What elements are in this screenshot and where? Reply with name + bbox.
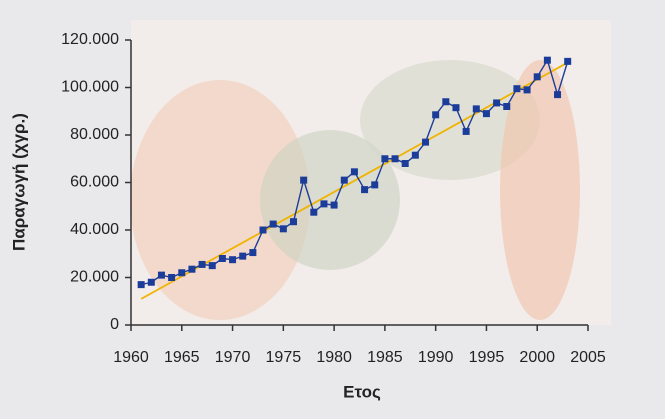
y-tick-label: 60.000 — [70, 174, 119, 191]
y-tick-label: 40.000 — [70, 221, 119, 238]
x-tick-label: 1970 — [215, 349, 251, 366]
point — [371, 181, 379, 189]
point — [289, 218, 297, 226]
photo-tint — [500, 60, 580, 320]
point — [361, 186, 369, 194]
point — [147, 278, 155, 286]
point — [300, 176, 308, 184]
photo-tint — [130, 80, 310, 320]
x-tick-label: 1965 — [164, 349, 200, 366]
y-tick-label: 80.000 — [70, 126, 119, 143]
point — [452, 104, 460, 112]
point — [188, 265, 196, 273]
point — [381, 155, 389, 163]
photo-tint — [260, 130, 400, 270]
point — [543, 56, 551, 64]
x-tick-label: 1995 — [469, 349, 505, 366]
x-tick-label: 1990 — [418, 349, 454, 366]
point — [229, 256, 237, 264]
point — [513, 85, 521, 93]
point — [462, 127, 470, 135]
point — [320, 200, 328, 208]
point — [411, 151, 419, 159]
point — [442, 98, 450, 106]
point — [554, 91, 562, 99]
point — [432, 111, 440, 119]
x-tick-label: 1980 — [316, 349, 352, 366]
point — [330, 201, 338, 209]
point — [533, 73, 541, 81]
point — [259, 226, 267, 234]
x-tick-label: 2000 — [519, 349, 555, 366]
point — [350, 168, 358, 176]
point — [503, 103, 511, 110]
point — [239, 252, 247, 260]
point — [422, 138, 430, 146]
photo-tint — [360, 60, 540, 180]
x-tick-label: 1960 — [113, 349, 149, 366]
x-tick-label: 2005 — [570, 349, 606, 366]
point — [391, 155, 399, 163]
point — [208, 262, 216, 270]
point — [523, 86, 531, 94]
point — [482, 110, 490, 118]
point — [168, 274, 176, 281]
point — [198, 260, 206, 268]
y-tick-label: 0 — [110, 316, 119, 333]
point — [310, 208, 318, 216]
point — [279, 225, 287, 233]
point — [472, 105, 480, 113]
point — [137, 281, 145, 289]
point — [340, 176, 348, 184]
y-tick-label: 20.000 — [70, 269, 119, 286]
point — [157, 271, 165, 279]
point — [218, 255, 226, 262]
y-tick-label: 120.000 — [61, 31, 119, 48]
x-axis-title: Ετος — [343, 382, 381, 401]
x-tick-label: 1975 — [266, 349, 302, 366]
point — [269, 220, 277, 228]
point — [564, 57, 572, 65]
y-tick-label: 100.000 — [61, 79, 119, 96]
y-axis-title: Παραγωγή (χγρ.) — [9, 113, 28, 251]
point — [401, 160, 409, 167]
point — [493, 99, 501, 107]
x-tick-label: 1985 — [367, 349, 403, 366]
point — [178, 269, 186, 277]
point — [249, 249, 257, 257]
